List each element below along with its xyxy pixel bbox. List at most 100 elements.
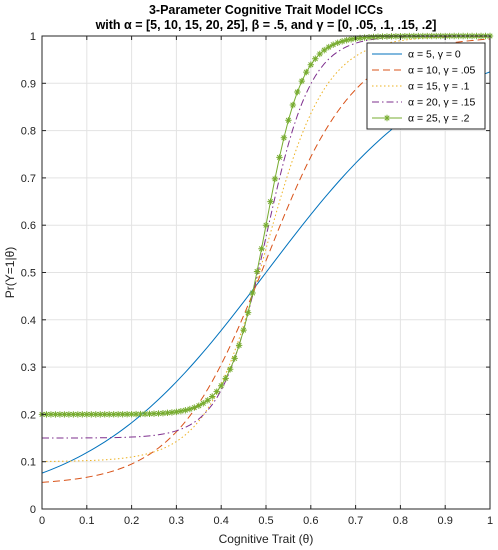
data-point: [97, 411, 104, 418]
data-point: [65, 411, 73, 418]
data-point: [164, 409, 171, 417]
data-point: [83, 411, 90, 418]
data-point: [137, 410, 144, 418]
data-point: [235, 342, 243, 349]
data-point: [356, 34, 364, 42]
data-point: [146, 410, 153, 418]
data-point: [204, 397, 211, 404]
data-point: [347, 36, 355, 43]
data-point: [285, 117, 292, 124]
data-point: [159, 409, 167, 417]
data-point: [321, 46, 328, 54]
x-tick-label: 0.8: [393, 515, 408, 527]
data-point: [43, 411, 50, 418]
data-point: [253, 268, 261, 275]
data-point: [56, 411, 64, 418]
data-point: [298, 77, 306, 85]
data-point: [74, 411, 82, 418]
data-point: [294, 88, 301, 96]
ticks: 0 0.1 0.2 0.3 0.4 0.5 0.6 0.7 0.8 0.9 1 0 0.1 0.2 0.3 0…: [21, 31, 493, 527]
legend-marker: [383, 114, 391, 122]
data-point: [209, 393, 216, 400]
y-tick-label: 0.1: [21, 457, 36, 469]
data-point: [173, 408, 180, 416]
series-line: [41, 35, 491, 462]
data-point: [114, 411, 122, 418]
data-point: [177, 407, 185, 415]
x-tick-label: 0.1: [79, 515, 94, 527]
legend-label: α = 15, γ = .1: [408, 81, 470, 93]
data-point: [186, 405, 194, 413]
legend-label: α = 5, γ = 0: [408, 49, 461, 61]
data-point: [123, 411, 131, 418]
data-point: [289, 101, 297, 109]
x-tick-label: 0.9: [438, 515, 453, 527]
legend-label: α = 10, γ = .05: [408, 65, 476, 77]
data-point: [52, 411, 59, 418]
x-tick-label: 0.6: [303, 515, 318, 527]
y-tick-label: 0: [30, 504, 36, 516]
data-point: [70, 411, 77, 418]
legend-label: α = 20, γ = .15: [408, 97, 476, 109]
data-point: [365, 34, 373, 41]
legend-item: α = 20, γ = .15: [372, 97, 476, 109]
data-point: [334, 39, 341, 47]
data-point: [271, 175, 279, 183]
legend-box: [366, 42, 486, 130]
legend-item: α = 15, γ = .1: [372, 81, 470, 93]
data-point: [106, 411, 113, 418]
y-tick-label: 0.5: [21, 268, 36, 280]
y-tick-label: 1: [30, 31, 36, 43]
data-point: [47, 411, 55, 418]
data-point: [222, 375, 229, 382]
data-point: [61, 411, 68, 418]
x-tick-label: 0.7: [348, 515, 363, 527]
y-tick-label: 0.2: [21, 409, 36, 421]
data-point: [168, 409, 176, 416]
data-point: [258, 245, 265, 252]
data-point: [79, 411, 86, 418]
data-point: [150, 410, 158, 417]
data-point: [200, 400, 207, 407]
data-point: [101, 411, 108, 418]
x-tick-label: 0.4: [214, 515, 229, 527]
y-tick-label: 0.3: [21, 362, 36, 374]
data-point: [267, 198, 274, 205]
data-point: [226, 366, 234, 373]
data-point: [303, 68, 310, 76]
data-point: [330, 41, 337, 48]
data-point: [128, 410, 135, 418]
data-point: [249, 289, 256, 297]
legend-item: α = 5, γ = 0: [372, 49, 461, 61]
x-tick-label: 1: [487, 515, 493, 527]
legend-label: α = 25, γ = .2: [408, 113, 470, 125]
data-point: [132, 410, 140, 418]
legend: α = 5, γ = 0 α = 10, γ = .05 α = 15, γ = .…: [366, 42, 486, 130]
data-point: [155, 410, 162, 417]
data-point: [244, 309, 252, 316]
data-point: [276, 154, 283, 161]
chart-subtitle: with α = [5, 10, 15, 20, 25], β = .5, an…: [95, 18, 437, 32]
y-tick-label: 0.7: [21, 173, 36, 185]
data-point: [110, 411, 117, 418]
data-point: [119, 411, 126, 418]
data-point: [338, 38, 346, 45]
data-point: [343, 36, 350, 44]
data-point: [316, 50, 323, 58]
y-tick-label: 0.4: [21, 315, 36, 327]
chart-title: 3-Parameter Cognitive Trait Model ICCs: [149, 3, 383, 17]
legend-item: α = 25, γ = .2: [372, 113, 470, 125]
y-tick-label: 0.8: [21, 126, 36, 138]
x-tick-label: 0: [39, 515, 45, 527]
data-point: [218, 382, 225, 389]
x-tick-label: 0.2: [124, 515, 139, 527]
data-point: [361, 34, 368, 41]
data-point: [370, 33, 377, 41]
data-point: [312, 55, 319, 62]
data-point: [240, 326, 247, 334]
legend-item: α = 10, γ = .05: [372, 65, 476, 77]
data-point: [195, 402, 202, 409]
y-tick-label: 0.9: [21, 78, 36, 90]
series-3: [41, 35, 491, 462]
